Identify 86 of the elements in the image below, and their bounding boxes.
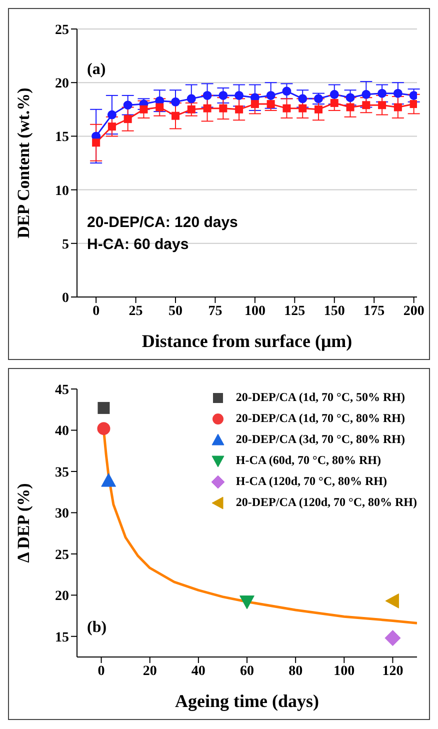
legend-label: H-CA (60d, 70 °C, 80% RH): [236, 452, 381, 469]
point: [362, 90, 371, 99]
point: [172, 112, 180, 120]
point: [266, 100, 275, 108]
x-tick-label: 80: [288, 664, 303, 679]
x-axis-title: Ageing time (days): [175, 691, 319, 711]
point: [240, 596, 254, 610]
y-axis-title: Δ DEP (%): [14, 483, 34, 563]
point: [378, 101, 386, 110]
x-tick-label: 150: [324, 304, 345, 319]
point: [393, 88, 402, 98]
point: [124, 115, 132, 124]
x-axis-title: Distance from surface (μm): [142, 331, 352, 351]
point: [92, 138, 100, 147]
point: [282, 86, 292, 96]
point: [108, 122, 116, 131]
y-tick-label: 0: [62, 290, 69, 306]
y-tick-label: 45: [55, 382, 69, 398]
legend-label: 20-DEP/CA (1d, 70 °C, 50% RH): [236, 389, 405, 406]
point: [298, 94, 308, 104]
y-tick-label: 5: [62, 237, 69, 252]
x-tick-label: 200: [403, 304, 424, 319]
point: [140, 105, 148, 114]
point: [218, 90, 228, 100]
legend-label: 20-DEP/CA (120d, 70 °C, 80% RH): [236, 494, 417, 511]
point: [378, 88, 387, 98]
y-tick-label: 10: [55, 184, 69, 199]
x-tick-label: 0: [92, 304, 100, 319]
y-tick-label: 20: [55, 76, 69, 92]
point: [98, 402, 110, 414]
point: [101, 473, 116, 487]
x-tick-label: 120: [382, 664, 404, 679]
y-tick-label: 30: [55, 506, 69, 522]
y-tick-label: 35: [55, 465, 69, 480]
x-tick-label: 175: [364, 304, 385, 319]
legend-label: 20-DEP/CA (3d, 70 °C, 80% RH): [236, 431, 405, 448]
x-tick-label: 50: [168, 304, 183, 319]
point: [234, 90, 244, 100]
y-axis-title: DEP Content (wt.%): [14, 88, 34, 238]
point: [314, 105, 322, 114]
x-tick-label: 100: [334, 664, 355, 679]
point: [298, 104, 307, 112]
x-tick-label: 40: [191, 664, 206, 679]
y-tick-label: 15: [55, 130, 69, 146]
x-tick-label: 125: [284, 304, 306, 319]
annotation: (a): [87, 61, 106, 78]
point: [384, 630, 401, 646]
annotation: H-CA: 60 days: [87, 236, 189, 253]
x-tick-label: 20: [142, 664, 157, 679]
point: [394, 103, 402, 112]
point: [123, 100, 132, 110]
x-tick-label: 100: [244, 304, 266, 319]
x-tick-label: 60: [240, 664, 254, 679]
x-tick-label: 0: [98, 664, 105, 679]
point: [156, 103, 164, 112]
point: [235, 105, 244, 114]
point: [409, 90, 417, 100]
y-tick-label: 25: [55, 22, 69, 38]
point: [266, 90, 276, 100]
legend-label: H-CA (120d, 70 °C, 80% RH): [236, 473, 387, 490]
point: [330, 98, 338, 107]
point: [202, 90, 212, 100]
point: [186, 94, 196, 104]
annotation: (b): [87, 619, 107, 636]
point: [410, 100, 417, 108]
point: [362, 101, 370, 110]
y-tick-label: 40: [55, 424, 69, 440]
point: [187, 105, 196, 114]
point: [203, 104, 212, 112]
y-tick-label: 15: [55, 630, 69, 646]
point: [171, 97, 180, 106]
point: [107, 110, 116, 120]
y-tick-label: 25: [55, 548, 69, 563]
point: [250, 100, 259, 108]
point: [219, 104, 228, 112]
point: [330, 90, 339, 99]
y-tick-label: 20: [55, 589, 69, 604]
x-tick-label: 75: [208, 304, 222, 319]
point: [97, 422, 110, 436]
point: [346, 93, 355, 102]
legend-label: 20-DEP/CA (1d, 70 °C, 80% RH): [236, 410, 405, 427]
annotation: 20-DEP/CA: 120 days: [87, 214, 238, 231]
point: [385, 593, 399, 608]
point: [346, 103, 354, 112]
x-tick-label: 25: [128, 304, 143, 319]
point: [282, 104, 291, 112]
